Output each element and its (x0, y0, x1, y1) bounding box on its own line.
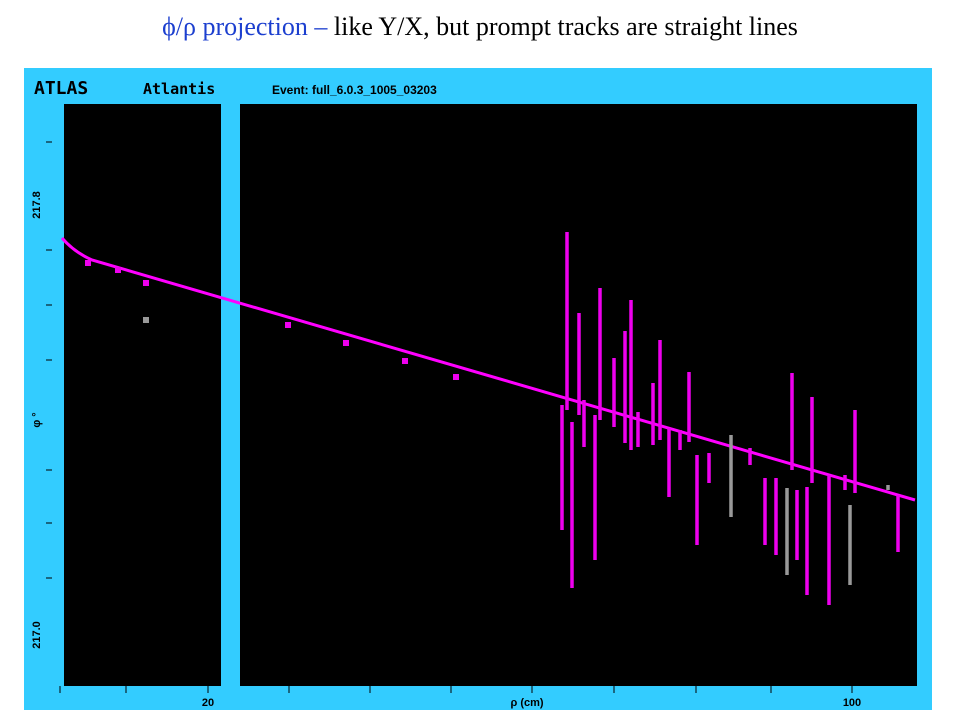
hit (402, 358, 408, 364)
x-left-label: 20 (202, 697, 214, 709)
hits (46, 104, 932, 693)
hit (85, 260, 91, 266)
y-bottom-label: 217.0 (31, 621, 43, 649)
detector-band (52, 104, 64, 686)
hit (343, 340, 349, 346)
hit-grey (143, 317, 149, 323)
hit (143, 280, 149, 286)
hit (285, 322, 291, 328)
hit (115, 267, 121, 273)
x-right-label: 100 (843, 697, 861, 709)
detector-band (917, 104, 932, 686)
hit (453, 374, 459, 380)
x-axis-label: ρ (cm) (510, 697, 543, 709)
y-top-label: 217.8 (31, 191, 43, 219)
slide-title: ϕ/ρ projection – like Y/X, but prompt tr… (0, 12, 960, 42)
title-rest: like Y/X, but prompt tracks are straight… (327, 12, 798, 41)
title-highlight: ϕ/ρ projection – (162, 12, 328, 41)
y-axis-label: φ ° (31, 412, 43, 427)
brand: ATLAS (34, 78, 88, 99)
plot-area (52, 104, 932, 686)
event-name: Event: full_6.0.3_1005_03203 (272, 83, 437, 97)
app-name: Atlantis (143, 80, 215, 98)
track (60, 237, 916, 502)
detector-band (221, 104, 240, 686)
